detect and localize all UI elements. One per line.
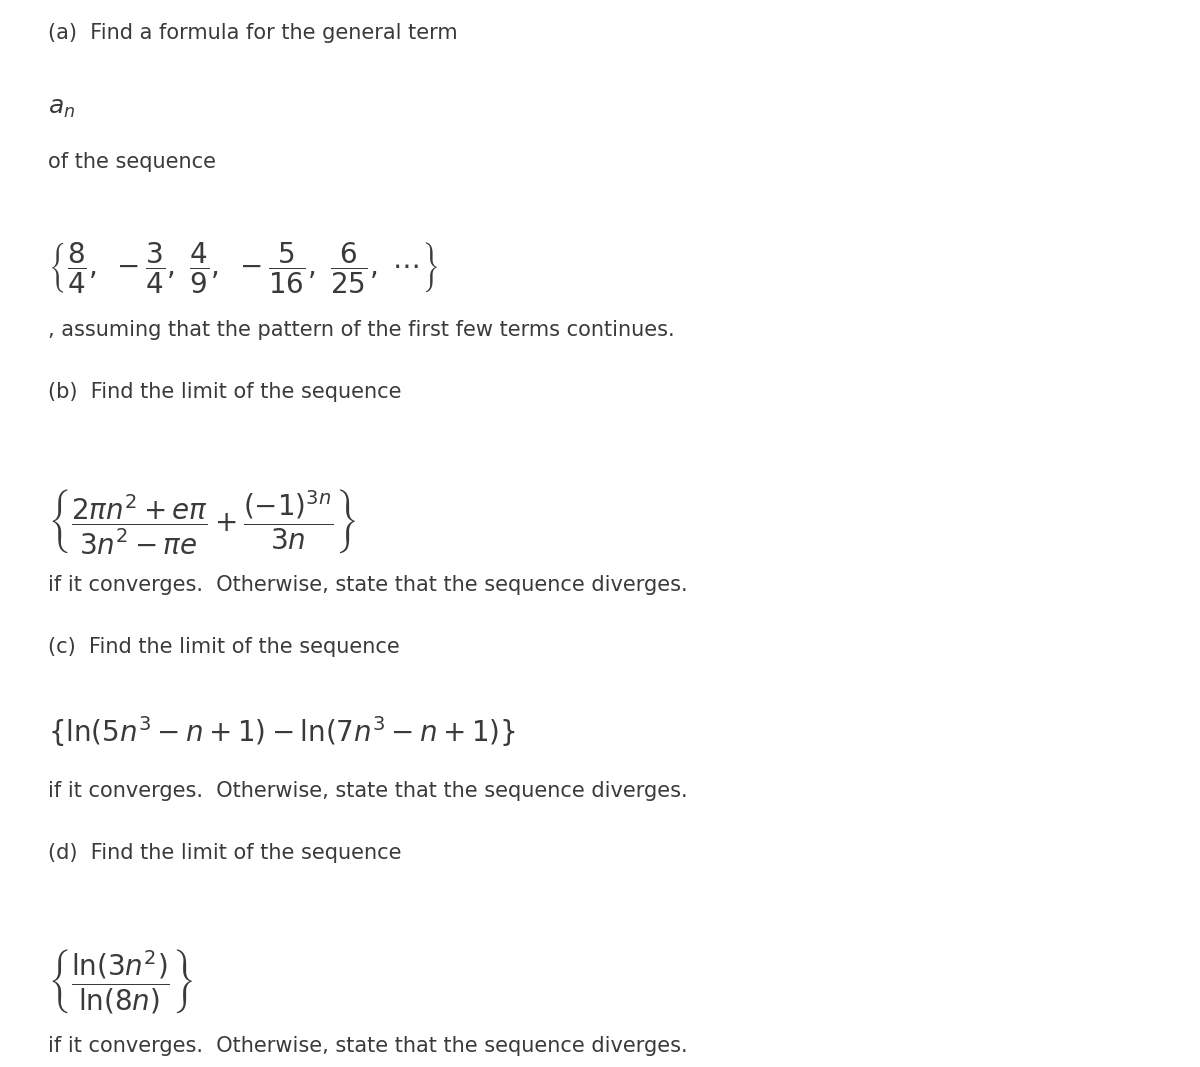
- Text: $\left\{\dfrac{8}{4},\ -\dfrac{3}{4},\ \dfrac{4}{9},\ -\dfrac{5}{16},\ \dfrac{6}: $\left\{\dfrac{8}{4},\ -\dfrac{3}{4},\ \…: [48, 240, 438, 296]
- Text: if it converges.  Otherwise, state that the sequence diverges.: if it converges. Otherwise, state that t…: [48, 1036, 688, 1056]
- Text: (d)  Find the limit of the sequence: (d) Find the limit of the sequence: [48, 843, 402, 863]
- Text: $\left\{\dfrac{2\pi n^2 + e\pi}{3n^2 - \pi e} + \dfrac{(-1)^{3n}}{3n}\right\}$: $\left\{\dfrac{2\pi n^2 + e\pi}{3n^2 - \…: [48, 487, 356, 556]
- Text: $\left\{\ln(5n^3 - n + 1) - \ln(7n^3 - n + 1)\right\}$: $\left\{\ln(5n^3 - n + 1) - \ln(7n^3 - n…: [48, 714, 516, 749]
- Text: (b)  Find the limit of the sequence: (b) Find the limit of the sequence: [48, 382, 402, 402]
- Text: (a)  Find a formula for the general term: (a) Find a formula for the general term: [48, 23, 457, 44]
- Text: (c)  Find the limit of the sequence: (c) Find the limit of the sequence: [48, 637, 400, 657]
- Text: $\left\{\dfrac{\ln(3n^2)}{\ln(8n)}\right\}$: $\left\{\dfrac{\ln(3n^2)}{\ln(8n)}\right…: [48, 947, 193, 1016]
- Text: if it converges.  Otherwise, state that the sequence diverges.: if it converges. Otherwise, state that t…: [48, 781, 688, 801]
- Text: , assuming that the pattern of the first few terms continues.: , assuming that the pattern of the first…: [48, 320, 674, 340]
- Text: if it converges.  Otherwise, state that the sequence diverges.: if it converges. Otherwise, state that t…: [48, 575, 688, 595]
- Text: of the sequence: of the sequence: [48, 152, 216, 172]
- Text: $a_n$: $a_n$: [48, 96, 76, 120]
